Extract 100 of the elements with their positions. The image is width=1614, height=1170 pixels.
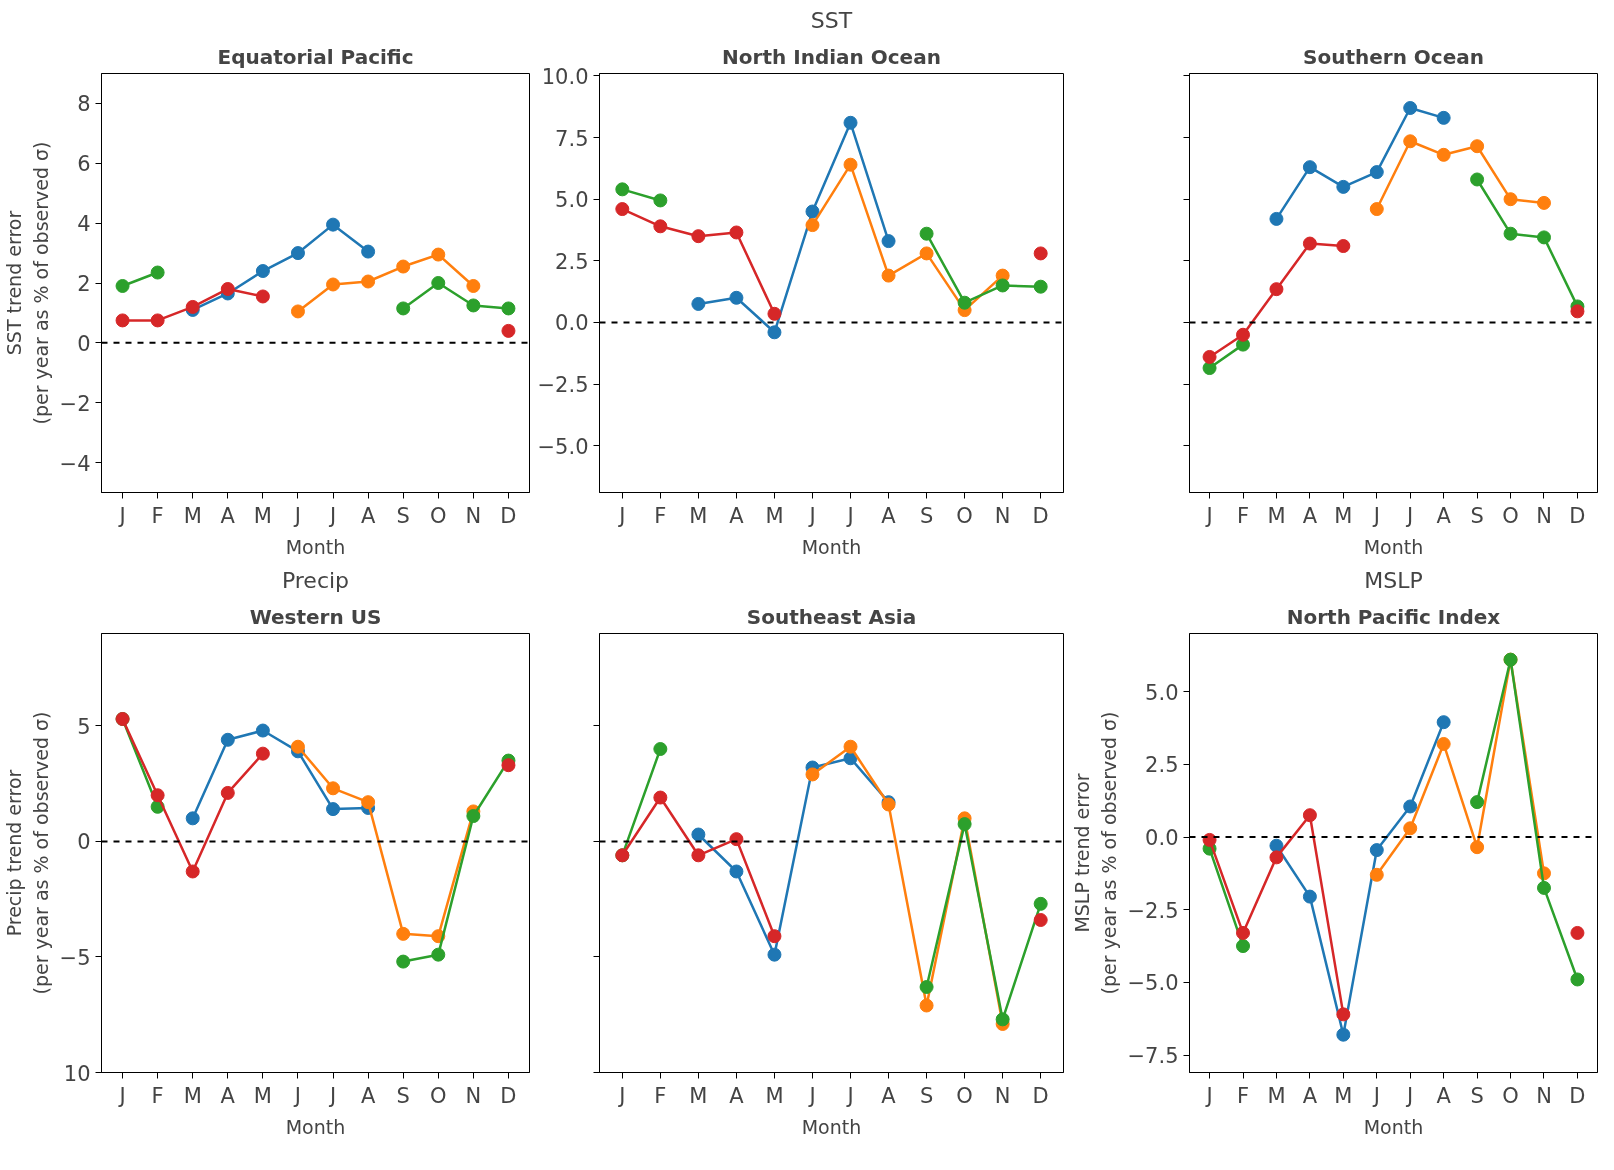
x-tick-label: J xyxy=(327,503,337,528)
x-tick-label: D xyxy=(500,1083,517,1108)
x-tick-label: O xyxy=(1502,503,1519,528)
y-tick-label: −2.5 xyxy=(537,373,589,398)
x-tick-label: D xyxy=(1032,1083,1049,1108)
x-axis-title: Month xyxy=(801,535,862,558)
x-tick-label: J xyxy=(1371,1083,1380,1108)
y-tick-label: 5.0 xyxy=(1145,680,1179,705)
x-tick-label: J xyxy=(1204,1083,1213,1108)
chart-title: Southeast Asia xyxy=(746,604,917,629)
y-tick-label: −4 xyxy=(59,451,91,476)
x-tick-label: S xyxy=(1470,503,1484,528)
chart-title: Western US xyxy=(249,604,382,629)
y-tick-label: 7.5 xyxy=(555,126,589,151)
x-tick-label: F xyxy=(654,1083,667,1108)
x-tick-label: O xyxy=(956,503,973,528)
x-axis-title: Month xyxy=(801,1115,862,1138)
x-tick-label: N xyxy=(465,503,482,528)
x-tick-label: J xyxy=(1204,503,1213,528)
x-tick-label: A xyxy=(1436,503,1452,528)
x-tick-label: A xyxy=(729,1083,745,1108)
x-tick-label: F xyxy=(151,1083,164,1108)
x-tick-label: A xyxy=(881,503,897,528)
chart-title: North Pacific Index xyxy=(1286,604,1501,629)
x-tick-label: M xyxy=(1267,1083,1286,1108)
chart-subtitle: MSLP xyxy=(1364,567,1423,593)
y-tick-label: 2 xyxy=(77,272,91,296)
x-tick-label: A xyxy=(220,1083,236,1108)
x-tick-label: M xyxy=(1334,503,1353,528)
x-tick-label: J xyxy=(327,1083,337,1108)
x-tick-label: F xyxy=(151,503,164,528)
x-tick-label: J xyxy=(292,503,302,528)
y-tick-label: −5 xyxy=(59,945,91,970)
x-axis-title: Month xyxy=(1363,1115,1424,1138)
x-tick-label: N xyxy=(1536,503,1552,528)
y-tick-label: 5 xyxy=(77,714,91,739)
x-tick-label: J xyxy=(845,503,854,528)
x-tick-label: N xyxy=(994,1083,1011,1108)
x-tick-label: O xyxy=(430,503,447,528)
x-tick-label: M xyxy=(253,1083,272,1108)
x-tick-label: A xyxy=(360,503,376,528)
x-tick-label: J xyxy=(617,503,626,528)
x-tick-label: M xyxy=(765,1083,784,1108)
y-tick-label: 6 xyxy=(77,152,91,177)
y-tick-label: −2.5 xyxy=(1127,898,1179,923)
x-tick-label: S xyxy=(1470,1083,1484,1108)
x-tick-label: M xyxy=(183,503,202,528)
x-tick-label: M xyxy=(765,503,784,528)
x-tick-label: O xyxy=(430,1083,447,1108)
x-axis-title: Month xyxy=(285,535,346,558)
y-tick-label: 8 xyxy=(77,92,91,117)
y-axis-title: SST trend error (per year as % of observed σ) xyxy=(3,141,52,425)
x-tick-label: F xyxy=(1236,503,1250,528)
y-tick-label: −5.0 xyxy=(537,434,589,459)
x-tick-label: M xyxy=(689,503,708,528)
x-tick-label: N xyxy=(1536,1083,1552,1108)
chart-title: Southern Ocean xyxy=(1303,44,1484,69)
y-tick-label: 4 xyxy=(77,212,91,237)
x-tick-label: N xyxy=(994,503,1011,528)
x-tick-label: M xyxy=(1267,503,1286,528)
x-tick-label: N xyxy=(465,1083,482,1108)
x-tick-label: D xyxy=(1569,503,1586,528)
x-tick-label: S xyxy=(396,1083,410,1108)
x-tick-label: O xyxy=(956,1083,973,1108)
x-axis-title: Month xyxy=(1363,535,1424,558)
x-axis-title: Month xyxy=(285,1115,346,1138)
chart-title: Equatorial Pacific xyxy=(217,44,414,69)
x-tick-label: J xyxy=(807,503,816,528)
y-tick-label: 5.0 xyxy=(555,188,589,213)
x-tick-label: J xyxy=(1405,1083,1414,1108)
x-tick-label: A xyxy=(881,1083,897,1108)
x-tick-label: D xyxy=(500,503,517,528)
x-tick-label: A xyxy=(1302,1083,1318,1108)
chart-subtitle: SST xyxy=(810,7,853,33)
x-tick-label: J xyxy=(292,1083,302,1108)
x-tick-label: A xyxy=(360,1083,376,1108)
y-tick-label: 0.0 xyxy=(1145,826,1179,851)
x-tick-label: M xyxy=(689,1083,708,1108)
y-axis-title: MSLP trend error (per year as % of observed σ) xyxy=(1071,711,1120,995)
x-tick-label: A xyxy=(220,503,236,528)
x-tick-label: O xyxy=(1502,1083,1519,1108)
x-tick-label: A xyxy=(1302,503,1318,528)
x-tick-label: J xyxy=(845,1083,854,1108)
x-tick-label: M xyxy=(253,503,272,528)
y-tick-label: 10 xyxy=(63,1061,91,1086)
x-tick-label: M xyxy=(1334,1083,1353,1108)
x-tick-label: J xyxy=(1371,503,1380,528)
x-tick-label: F xyxy=(654,503,667,528)
x-tick-label: D xyxy=(1032,503,1049,528)
x-tick-label: M xyxy=(183,1083,202,1108)
y-tick-label: 2.5 xyxy=(1145,753,1179,778)
y-tick-label: −5.0 xyxy=(1127,971,1179,996)
y-tick-label: 0.0 xyxy=(555,311,589,336)
x-tick-label: D xyxy=(1569,1083,1586,1108)
x-tick-label: F xyxy=(1236,1083,1250,1108)
x-tick-label: J xyxy=(117,1083,126,1108)
x-tick-label: J xyxy=(617,1083,626,1108)
x-tick-label: S xyxy=(919,1083,934,1108)
x-tick-label: A xyxy=(729,503,745,528)
y-tick-label: −2 xyxy=(59,391,91,416)
